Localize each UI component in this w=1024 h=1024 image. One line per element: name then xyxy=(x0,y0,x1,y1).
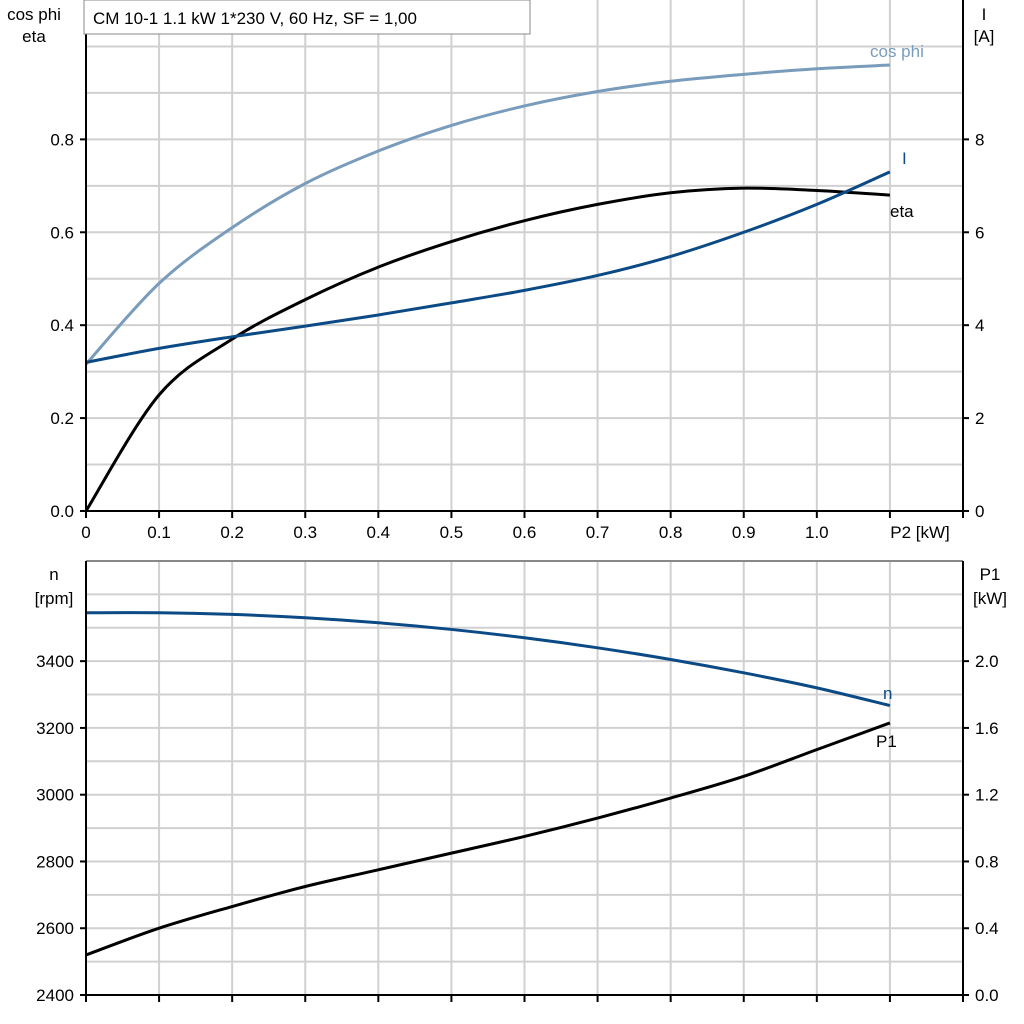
x-tick-label: 0.4 xyxy=(367,523,391,542)
bottom-right-ylabel-1: P1 xyxy=(980,565,1001,584)
y-tick-label-right: 0 xyxy=(975,502,984,521)
top-left-ylabel-1: cos phi xyxy=(7,5,61,24)
chart-title: CM 10-1 1.1 kW 1*230 V, 60 Hz, SF = 1,00 xyxy=(93,9,417,28)
y-tick-label-right: 6 xyxy=(975,223,984,242)
x-tick-label: 0.2 xyxy=(220,523,244,542)
series-label-n: n xyxy=(883,684,892,703)
top-left-ylabel-2: eta xyxy=(22,27,46,46)
y-tick-label-right: 4 xyxy=(975,316,984,335)
y-tick-label-left: 3400 xyxy=(36,652,74,671)
y-tick-label-left: 0.0 xyxy=(50,502,74,521)
y-tick-label-left: 0.6 xyxy=(50,223,74,242)
x-tick-label: 0.3 xyxy=(293,523,317,542)
y-tick-label-right: 1.6 xyxy=(975,719,999,738)
top-right-ylabel-1: I xyxy=(982,5,987,24)
x-tick-label: 0.5 xyxy=(440,523,464,542)
curve-P1 xyxy=(85,721,891,957)
series-label-eta: eta xyxy=(890,202,914,221)
y-tick-label-right: 2.0 xyxy=(975,652,999,671)
y-tick-label-right: 2 xyxy=(975,409,984,428)
x-axis-label: P2 [kW] xyxy=(890,523,950,542)
x-tick-label: 0.7 xyxy=(586,523,610,542)
y-tick-label-left: 2800 xyxy=(36,852,74,871)
bottom-right-ylabel-2: [kW] xyxy=(973,589,1007,608)
title-box xyxy=(83,0,531,35)
x-tick-label: 0.1 xyxy=(147,523,171,542)
curve-I xyxy=(85,170,891,364)
tick-labels: 0.0 0.2 0.4 0.6 0.8 0 2 4 6 8 0 0.1 0.2 0.3 0.4 0.5 0.6 0… xyxy=(36,130,998,1005)
y-tick-label-left: 3200 xyxy=(36,719,74,738)
series-label-P1: P1 xyxy=(876,732,897,751)
y-tick-label-left: 0.4 xyxy=(50,316,74,335)
curve-eta xyxy=(84,186,891,512)
y-tick-label-right: 8 xyxy=(975,130,984,149)
y-tick-label-left: 0.8 xyxy=(50,130,74,149)
top-right-ylabel-2: [A] xyxy=(974,27,995,46)
y-tick-label-left: 3000 xyxy=(36,786,74,805)
y-tick-label-right: 0.4 xyxy=(975,919,999,938)
grid xyxy=(86,0,963,995)
bottom-left-ylabel-1: n xyxy=(49,565,58,584)
curves xyxy=(84,63,891,957)
x-tick-label: 1.0 xyxy=(805,523,829,542)
curve-n xyxy=(85,611,891,708)
x-tick-label: 0.9 xyxy=(732,523,756,542)
y-tick-label-right: 0.0 xyxy=(975,986,999,1005)
curve-cos-phi xyxy=(84,63,890,366)
y-tick-label-left: 0.2 xyxy=(50,409,74,428)
y-tick-label-right: 1.2 xyxy=(975,786,999,805)
y-tick-label-left: 2400 xyxy=(36,986,74,1005)
x-tick-label: 0.8 xyxy=(659,523,683,542)
y-tick-label-right: 0.8 xyxy=(975,852,999,871)
x-tick-label: 0.6 xyxy=(513,523,537,542)
x-tick-label: 0 xyxy=(81,523,90,542)
series-label-I: I xyxy=(902,149,907,168)
bottom-left-ylabel-2: [rpm] xyxy=(35,589,74,608)
axes xyxy=(80,0,969,1002)
y-tick-label-left: 2600 xyxy=(36,919,74,938)
series-label-cos-phi: cos phi xyxy=(870,42,924,61)
